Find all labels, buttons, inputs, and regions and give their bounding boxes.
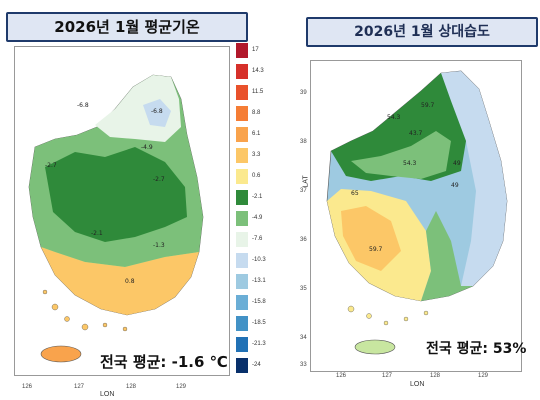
temperature-panel: 2026년 1월 평균기온 -6.8 -6.8 -4.9 -2.7 -2.1 -… — [6, 12, 266, 398]
y-tick: 39 — [300, 90, 307, 96]
legend-label: -21.3 — [252, 341, 266, 347]
humidity-band-light — [441, 71, 507, 286]
legend-label: 8.8 — [252, 110, 261, 116]
contour-label: -2.7 — [45, 162, 57, 169]
humidity-map: 54.3 59.7 49 65 59.7 43.7 49 54.3 — [310, 60, 522, 372]
legend-swatch — [235, 105, 249, 122]
y-axis-label: LAT — [302, 175, 310, 188]
legend-swatch — [235, 147, 249, 164]
temp-band-warm — [41, 247, 199, 315]
legend-swatch — [235, 168, 249, 185]
legend-swatch — [235, 63, 249, 80]
legend-label: -24 — [252, 362, 261, 368]
contour-label: -1.3 — [153, 242, 165, 249]
x-tick: 129 — [176, 384, 187, 390]
x-tick: 128 — [126, 384, 137, 390]
legend-label: 14.3 — [252, 68, 264, 74]
y-tick: 37 — [300, 188, 307, 194]
humidity-map-title: 2026년 1월 상대습도 — [306, 17, 538, 47]
x-axis-label: LON — [410, 381, 425, 388]
y-tick: 38 — [300, 139, 307, 145]
legend-swatch — [235, 357, 249, 374]
temperature-map: -6.8 -6.8 -4.9 -2.7 -2.1 -1.3 0.8 -2.7 — [14, 46, 230, 376]
x-tick: 128 — [430, 373, 441, 379]
legend-swatch — [235, 336, 249, 353]
contour-label: -2.7 — [153, 176, 165, 183]
contour-label: 54.3 — [403, 160, 417, 167]
legend-label: -7.6 — [252, 236, 263, 242]
legend-swatch — [235, 273, 249, 290]
humidity-map-svg: 54.3 59.7 49 65 59.7 43.7 49 54.3 — [326, 70, 508, 355]
islands — [42, 289, 128, 332]
legend-label: -10.3 — [252, 257, 266, 263]
y-tick: 35 — [300, 286, 307, 292]
legend-label: -18.5 — [252, 320, 266, 326]
legend-label: 6.1 — [252, 131, 261, 137]
humidity-band-orange — [341, 206, 401, 271]
legend-label: -15.8 — [252, 299, 266, 305]
legend-label: 0.6 — [252, 173, 261, 179]
x-tick: 129 — [478, 373, 489, 379]
contour-label: 54.3 — [387, 114, 401, 121]
contour-label: -6.8 — [151, 108, 163, 115]
legend-swatch — [235, 315, 249, 332]
legend-swatch — [235, 252, 249, 269]
contour-label: 59.7 — [421, 102, 435, 109]
legend-label: 3.3 — [252, 152, 261, 158]
legend-label: 17 — [252, 47, 259, 53]
y-tick: 34 — [300, 335, 307, 341]
legend-label: -4.9 — [252, 215, 263, 221]
contour-label: 49 — [451, 182, 459, 189]
legend-swatch — [235, 294, 249, 311]
jeju-island — [40, 345, 82, 363]
x-tick: 127 — [74, 384, 85, 390]
legend-label: -2.1 — [252, 194, 263, 200]
x-tick: 127 — [382, 373, 393, 379]
national-average-humidity: 전국 평균: 53% — [426, 341, 527, 357]
x-tick: 126 — [22, 384, 33, 390]
legend-swatch — [235, 42, 249, 59]
legend-label: 11.5 — [252, 89, 264, 95]
contour-label: 49 — [453, 160, 461, 167]
contour-label: -4.9 — [141, 144, 153, 151]
jeju-island — [354, 339, 396, 355]
humidity-band-green2 — [421, 211, 473, 301]
y-tick: 36 — [300, 237, 307, 243]
temperature-map-title: 2026년 1월 평균기온 — [6, 12, 248, 42]
humidity-band-mid — [351, 131, 451, 179]
contour-label: 43.7 — [409, 130, 423, 137]
legend-label: -13.1 — [252, 278, 266, 284]
legend-swatch — [235, 231, 249, 248]
x-axis-label: LON — [100, 391, 115, 398]
national-average-temperature: 전국 평균: -1.6 ℃ — [100, 353, 228, 371]
contour-label: 65 — [351, 190, 359, 197]
legend-swatch — [235, 210, 249, 227]
contour-label: -2.1 — [91, 230, 103, 237]
legend-swatch — [235, 126, 249, 143]
contour-label: -6.8 — [77, 102, 89, 109]
contour-label: 59.7 — [369, 246, 383, 253]
humidity-panel: 2026년 1월 상대습도 54.3 59.7 49 65 59.7 43.7 … — [270, 0, 540, 400]
legend-swatch — [235, 189, 249, 206]
contour-label: 0.8 — [125, 278, 135, 285]
islands — [347, 305, 429, 326]
x-tick: 126 — [336, 373, 347, 379]
temp-band-coldest — [143, 99, 171, 127]
temperature-map-svg: -6.8 -6.8 -4.9 -2.7 -2.1 -1.3 0.8 -2.7 — [28, 74, 204, 363]
legend-swatch — [235, 84, 249, 101]
y-tick: 33 — [300, 362, 307, 368]
temperature-legend: 17 14.3 11.5 8.8 6.1 3.3 0.6 -2.1 -4.9 -7.6 -10.3 -… — [235, 42, 266, 384]
temp-band-dark — [45, 147, 187, 242]
